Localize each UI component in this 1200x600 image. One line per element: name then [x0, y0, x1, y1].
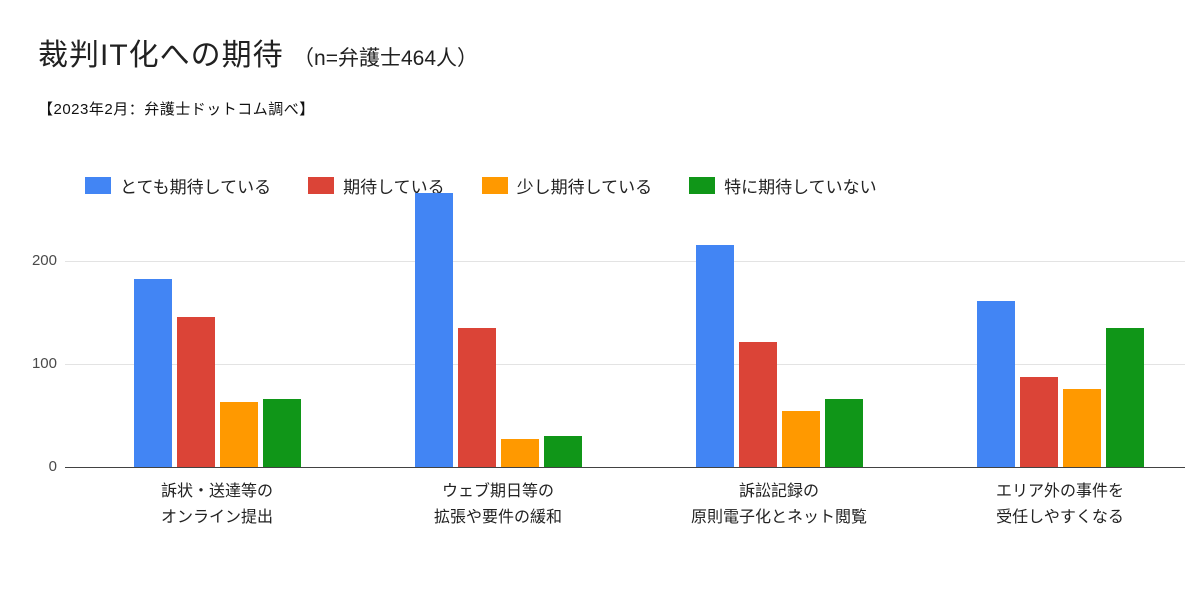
- chart-legend: とても期待している 期待している 少し期待している 特に期待していない: [85, 173, 914, 198]
- legend-swatch-icon: [481, 177, 508, 194]
- x-category-label-2: 訴訟記録の原則電子化とネット閲覧: [639, 479, 919, 531]
- x-category-label-line: 原則電子化とネット閲覧: [690, 509, 867, 526]
- bar-series0-group2: [696, 245, 734, 467]
- x-category-label-line: 拡張や要件の緩和: [433, 509, 562, 526]
- legend-label: 期待している: [343, 178, 445, 197]
- bar-series0-group3: [977, 301, 1015, 467]
- legend-swatch-icon: [689, 177, 716, 194]
- y-tick-label-0: 0: [48, 458, 57, 475]
- x-category-label-3: エリア外の事件を 受任しやすくなる: [920, 479, 1200, 531]
- bar-series2-group3: [1063, 389, 1101, 467]
- x-category-label-line: エリア外の事件を: [995, 483, 1124, 500]
- bar-series1-group0: [177, 317, 215, 467]
- bar-series2-group1: [501, 439, 539, 467]
- chart-title-main: 裁判IT化への期待: [38, 39, 284, 72]
- bar-series2-group0: [220, 402, 258, 467]
- x-category-label-line: オンライン提出: [160, 509, 273, 526]
- bar-series0-group0: [134, 279, 172, 467]
- x-category-label-line: ウェブ期日等の: [441, 483, 554, 500]
- legend-item-2: 少し期待している: [481, 173, 653, 198]
- legend-swatch-icon: [85, 177, 111, 194]
- bar-series3-group1: [544, 436, 582, 467]
- chart-subtitle: 【2023年2月：弁護士ドットコム調べ】: [38, 101, 315, 118]
- legend-item-3: 特に期待していない: [689, 173, 877, 198]
- x-category-label-1: ウェブ期日等の 拡張や要件の緩和: [358, 479, 638, 531]
- bar-series2-group2: [782, 411, 820, 467]
- bar-series1-group3: [1020, 377, 1058, 467]
- bar-series3-group2: [825, 399, 863, 467]
- x-axis-line: [65, 467, 1185, 468]
- gridline-100: [65, 364, 1185, 365]
- x-category-label-0: 訴状・送達等の オンライン提出: [77, 479, 357, 531]
- gridline-200: [65, 261, 1185, 262]
- bar-series0-group1: [415, 193, 453, 467]
- chart-title-suffix: （n=弁護士464人）: [293, 47, 478, 70]
- legend-item-0: とても期待している: [85, 173, 271, 198]
- y-tick-label-200: 200: [31, 252, 57, 269]
- x-category-label-line: 訴状・送達等の: [160, 483, 273, 500]
- legend-swatch-icon: [308, 177, 335, 194]
- legend-label: とても期待している: [120, 178, 272, 197]
- y-tick-label-100: 100: [31, 355, 57, 372]
- chart-title: 裁判IT化への期待 （n=弁護士464人）: [38, 30, 478, 74]
- bar-series3-group0: [263, 399, 301, 467]
- legend-label: 特に期待していない: [724, 178, 877, 197]
- x-category-label-line: 訴訟記録の: [738, 483, 819, 500]
- legend-item-1: 期待している: [308, 173, 445, 198]
- x-category-label-line: 受任しやすくなる: [996, 509, 1124, 526]
- legend-label: 少し期待している: [516, 178, 653, 197]
- bar-series1-group1: [458, 328, 496, 467]
- bar-series1-group2: [739, 342, 777, 467]
- bar-series3-group3: [1106, 328, 1144, 467]
